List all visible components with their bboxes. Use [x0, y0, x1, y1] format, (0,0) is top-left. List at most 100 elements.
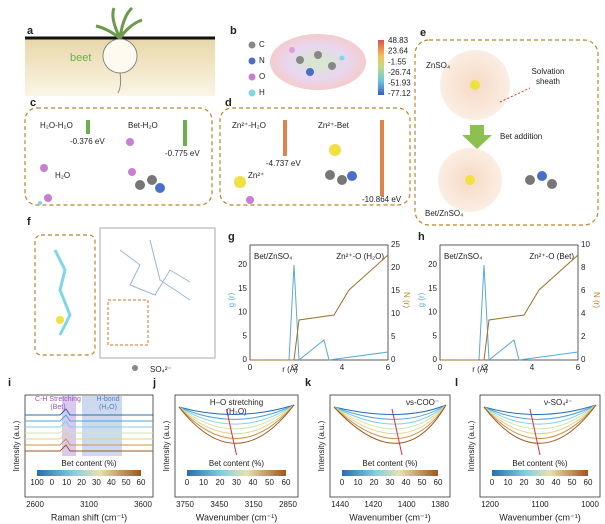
tick-label: 40: [402, 478, 411, 487]
panel-c: c H₂O-H₂O Bet-H₂O -0.376 eV -0.775 eV H₂…: [24, 97, 213, 206]
tick-label: 15: [391, 286, 400, 295]
complex-label: Zn²⁺-Bet: [318, 121, 350, 130]
panel-label: e: [420, 27, 426, 39]
tick-label: 50: [568, 478, 577, 487]
tick-label: 2: [484, 363, 489, 372]
system-label: Bet/ZnSO₄: [254, 252, 292, 261]
tick-label: 0: [340, 478, 345, 487]
y2-axis-label: N (r): [402, 292, 411, 308]
tick-label: 20: [216, 478, 225, 487]
zoom-box: [107, 299, 149, 346]
tick-label: 5: [391, 332, 396, 341]
band-label: H-bond: [97, 396, 120, 403]
complex-label: H₂O-H₂O: [40, 121, 73, 130]
y-axis-label: Intensity (a.u.): [467, 420, 476, 471]
tick-label: 40: [249, 478, 258, 487]
tick-label: 3600: [134, 500, 152, 509]
spectrum: [333, 404, 447, 439]
molecule-label: H₂O: [55, 171, 70, 180]
panel-a: a beet: [25, 6, 215, 96]
tick-label: 8: [581, 263, 586, 272]
pair-label: Zn²⁺-O (H₂O): [336, 252, 384, 261]
zn-ion: [56, 316, 64, 324]
panel-label: h: [418, 231, 425, 243]
energy-bar: [380, 120, 384, 196]
tick-label: 0: [185, 478, 190, 487]
band-label: (Bet): [50, 404, 65, 411]
tick-label: 20: [77, 478, 86, 487]
x-axis-label: Wavenumber (cm⁻¹): [196, 512, 277, 522]
tick-label: 6: [576, 363, 581, 372]
tick-label: 3150: [245, 500, 263, 509]
tick-label: 0: [243, 355, 248, 364]
complex-label: Zn²⁺-H₂O: [232, 121, 266, 130]
tick-label: 50: [122, 478, 131, 487]
tick-label: 30: [92, 478, 101, 487]
spectrum: [178, 404, 295, 439]
plot-frame: [329, 394, 451, 498]
arrow: [462, 125, 492, 149]
panel-label: a: [27, 25, 34, 37]
tick-label: 2850: [279, 500, 297, 509]
panel-label: b: [230, 25, 237, 37]
panel-label: i: [8, 377, 11, 389]
beet-label: beet: [70, 52, 91, 64]
spectrum: [25, 444, 153, 452]
tick-label: 0: [433, 355, 438, 364]
note: (H₂O): [226, 407, 247, 416]
panel-label: j: [152, 377, 156, 389]
y-axis-label: g (r): [227, 292, 236, 307]
spectrum: [178, 404, 295, 420]
molecule-lines: [119, 239, 191, 301]
tick-label: 3100: [80, 500, 98, 509]
tick-label: 4: [530, 363, 535, 372]
panel-label: g: [228, 231, 235, 243]
spectrum: [333, 404, 447, 444]
spectrum: [483, 404, 597, 439]
colorbar: [378, 40, 384, 95]
atom-swatch: [248, 73, 256, 81]
note: ν-SO₄²⁻: [544, 398, 572, 407]
x-axis-label: r (Å): [472, 365, 488, 374]
spectrum: [178, 404, 295, 416]
system-label: Bet/ZnSO₄: [444, 252, 482, 261]
tick-label: 6: [386, 363, 391, 372]
tick-label: 0: [391, 355, 396, 364]
x-axis-label: Wavenumber (cm⁻¹): [349, 512, 430, 522]
energy-label: -0.376 eV: [70, 137, 105, 146]
tick-label: 10: [238, 308, 247, 317]
root-tail: [117, 72, 122, 94]
atom-swatch: [248, 41, 256, 49]
tick-label: -77.12: [388, 89, 411, 98]
tick-label: 48.83: [388, 36, 409, 45]
tick-label: 20: [238, 260, 247, 269]
tick-label: -51.93: [388, 79, 411, 88]
spectrum: [178, 404, 295, 430]
tick-label: 20: [520, 478, 529, 487]
panel-label: c: [30, 97, 36, 109]
tick-label: 2600: [26, 500, 44, 509]
spectrum: [25, 414, 153, 422]
legend-bar: [187, 470, 286, 476]
tick-label: 1380: [431, 500, 449, 509]
molecules: [38, 138, 165, 205]
spectrum: [178, 404, 295, 425]
atom-swatch: [248, 57, 256, 65]
spectrum: [333, 404, 447, 425]
tick-label: 10: [504, 478, 513, 487]
tick-label: -1.55: [388, 57, 407, 66]
spectrum: [25, 408, 153, 416]
ion-label: SO₄²⁻: [150, 365, 172, 374]
panel-label: l: [455, 377, 458, 389]
plot-frame: [479, 394, 601, 498]
legend-title: Bet content (%): [512, 459, 567, 468]
panel-d: d Zn²⁺-H₂O Zn²⁺-Bet -4.737 eV -10.864 eV…: [219, 97, 411, 206]
atom-label: O: [259, 72, 265, 81]
step-label: Bet addition: [500, 132, 542, 141]
spectrum: [25, 420, 153, 428]
tick-label: 0: [490, 478, 495, 487]
molecules: [246, 170, 357, 204]
tick-label: 2: [294, 363, 299, 372]
atom-label: N: [259, 56, 265, 65]
